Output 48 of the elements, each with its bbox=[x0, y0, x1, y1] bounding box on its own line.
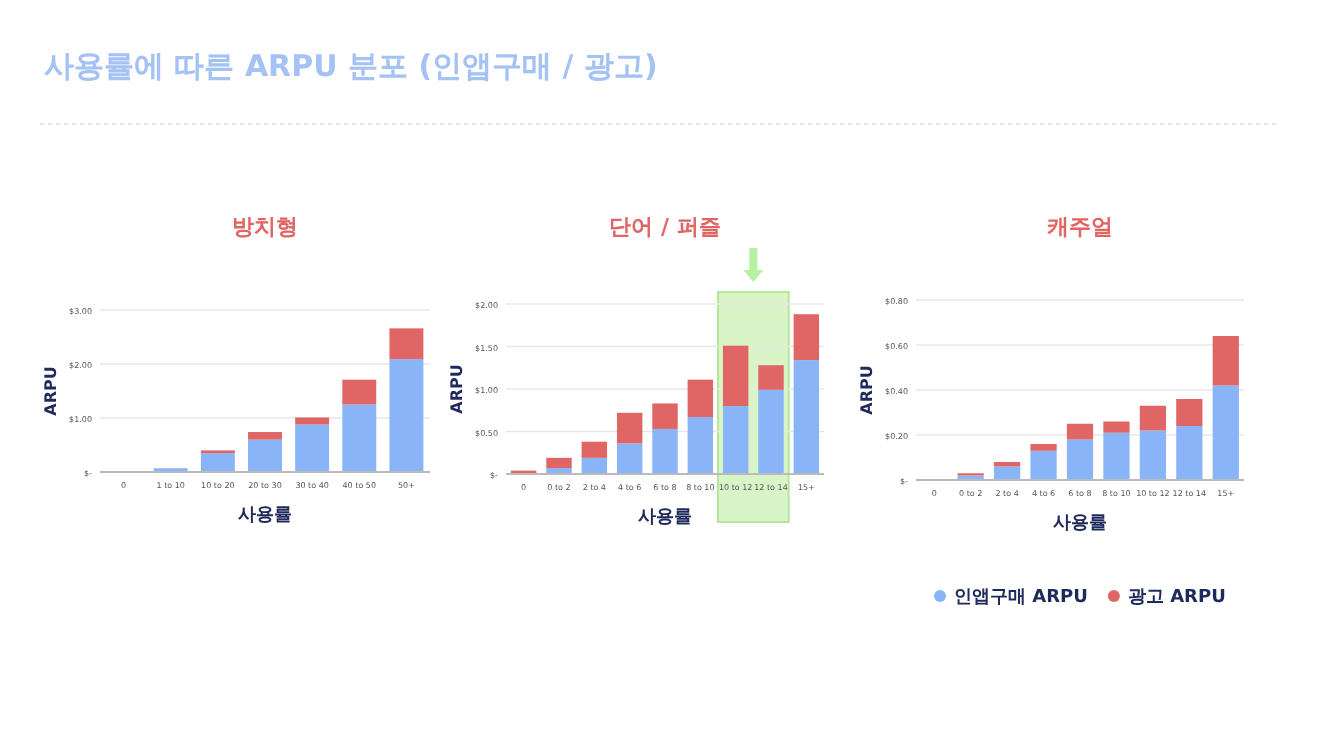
bar bbox=[248, 432, 282, 440]
bar bbox=[248, 439, 282, 472]
bar bbox=[1103, 432, 1130, 480]
bar bbox=[616, 412, 643, 444]
bar bbox=[652, 403, 678, 429]
bar bbox=[793, 360, 820, 474]
x-axis-title: 사용률 bbox=[1053, 514, 1107, 534]
bar bbox=[342, 404, 377, 472]
bar bbox=[200, 453, 235, 472]
bar bbox=[389, 328, 424, 360]
bar bbox=[1030, 444, 1057, 451]
x-axis-title: 사용률 bbox=[638, 508, 692, 528]
bar bbox=[581, 441, 608, 458]
bar bbox=[1139, 405, 1167, 431]
bar bbox=[1103, 421, 1130, 433]
bar bbox=[1030, 450, 1057, 480]
legend-label: 인앱구매 ARPU bbox=[954, 588, 1088, 608]
bar bbox=[722, 406, 749, 474]
bar bbox=[1139, 430, 1167, 480]
chart-title: 방치형 bbox=[232, 214, 298, 240]
bar bbox=[687, 379, 714, 418]
bar bbox=[652, 428, 678, 474]
legend-label: 광고 ARPU bbox=[1127, 588, 1226, 608]
bar bbox=[581, 457, 608, 474]
bar bbox=[1176, 426, 1203, 480]
bar bbox=[758, 389, 784, 474]
y-axis-title: ARPU bbox=[858, 365, 876, 415]
bar bbox=[1212, 336, 1239, 386]
bar bbox=[295, 417, 330, 425]
x-axis-title: 사용률 bbox=[238, 506, 292, 526]
bar bbox=[389, 359, 424, 472]
chart-title: 단어 / 퍼즐 bbox=[609, 214, 721, 240]
bar bbox=[1176, 399, 1203, 426]
text: 사용률에 따른 ARPU 분포 (인앱구매 / 광고) bbox=[44, 48, 658, 84]
bar bbox=[342, 379, 377, 405]
bar bbox=[758, 365, 784, 390]
y-axis-title: ARPU bbox=[448, 364, 466, 414]
bar bbox=[793, 314, 820, 361]
bar bbox=[546, 457, 572, 469]
bar bbox=[616, 443, 643, 474]
bar bbox=[1066, 439, 1094, 480]
bar bbox=[722, 345, 749, 406]
bar bbox=[1212, 385, 1239, 480]
bar bbox=[687, 417, 714, 474]
bar bbox=[295, 424, 330, 472]
chart-title: 캐주얼 bbox=[1045, 214, 1113, 240]
bar bbox=[1066, 423, 1094, 440]
y-axis-title: ARPU bbox=[42, 366, 60, 416]
